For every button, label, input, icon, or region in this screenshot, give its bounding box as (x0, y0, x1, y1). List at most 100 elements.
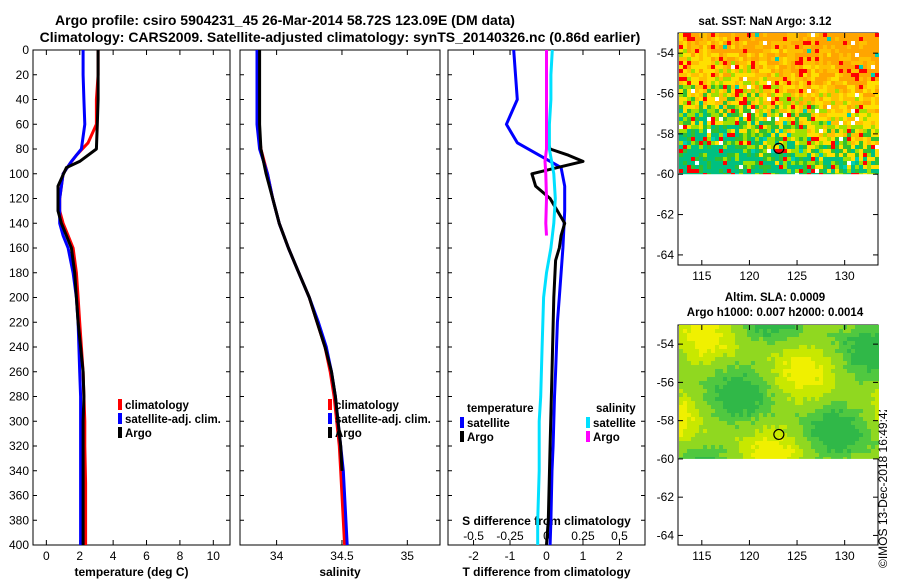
map-cell (751, 341, 755, 345)
map-cell (855, 149, 859, 153)
map-cell (871, 401, 875, 405)
map-cell (743, 37, 747, 41)
map-cell (703, 149, 707, 153)
map-cell (763, 333, 767, 337)
map-cell (875, 73, 879, 77)
map-cell (763, 161, 767, 165)
map-cell (827, 57, 831, 61)
map-cell (707, 377, 711, 381)
map-cell (791, 157, 795, 161)
map-cell (815, 85, 819, 89)
map-cell (799, 97, 803, 101)
map-cell (731, 49, 735, 53)
map-cell (707, 49, 711, 53)
map-cell (775, 353, 779, 357)
map-cell (739, 449, 743, 453)
map-cell (823, 81, 827, 85)
map-cell (859, 445, 863, 449)
map-cell (771, 137, 775, 141)
map-cell (715, 373, 719, 377)
map-cell (755, 377, 759, 381)
map-cell (831, 169, 835, 173)
map-cell (679, 417, 683, 421)
map-cell (803, 393, 807, 397)
map-cell (783, 173, 787, 175)
map-cell (687, 437, 691, 441)
map-cell (707, 137, 711, 141)
map-cell (731, 397, 735, 401)
map-cell (719, 33, 723, 37)
map-cell (875, 101, 879, 105)
map-cell (683, 101, 687, 105)
map-cell (855, 449, 859, 453)
legend-swatch (460, 431, 464, 442)
map-cell (699, 125, 703, 129)
map-cell (731, 149, 735, 153)
map-cell (855, 81, 859, 85)
map-cell (807, 325, 811, 329)
x-tick-label: 4 (110, 549, 117, 563)
map-cell (691, 381, 695, 385)
map-cell (795, 105, 799, 109)
map-cell (783, 341, 787, 345)
map-cell (735, 381, 739, 385)
map-cell (711, 173, 715, 175)
map-cell (763, 385, 767, 389)
map-cell (807, 413, 811, 417)
map-cell (779, 145, 783, 149)
map-cell (779, 89, 783, 93)
map-cell (819, 425, 823, 429)
map-cell (779, 73, 783, 77)
map-cell (795, 117, 799, 121)
map-cell (691, 77, 695, 81)
map-cell (779, 373, 783, 377)
map-cell (875, 365, 879, 369)
map-cell (811, 373, 815, 377)
map-cell (771, 329, 775, 333)
map-cell (875, 153, 879, 157)
map-cell (791, 97, 795, 101)
map-cell (711, 401, 715, 405)
map-cell (855, 337, 859, 341)
map-cell (843, 121, 847, 125)
map-cell (683, 361, 687, 365)
map-cell (851, 429, 855, 433)
map-cell (867, 173, 871, 175)
map-cell (759, 105, 763, 109)
map-cell (827, 341, 831, 345)
map-cell (831, 137, 835, 141)
map-cell (823, 401, 827, 405)
map-cell (731, 349, 735, 353)
map-cell (787, 341, 791, 345)
map-cell (863, 425, 867, 429)
map-cell (775, 397, 779, 401)
map-cell (875, 349, 879, 353)
lat-tick-label: -62 (657, 208, 675, 222)
map-cell (835, 401, 839, 405)
map-cell (863, 365, 867, 369)
map-cell (875, 341, 879, 345)
map-cell (807, 61, 811, 65)
map-cell (711, 89, 715, 93)
map-cell (715, 341, 719, 345)
map-cell (679, 121, 683, 125)
map-cell (775, 165, 779, 169)
map-cell (859, 129, 863, 133)
map-cell (807, 441, 811, 445)
map-cell (839, 357, 843, 361)
map-cell (835, 353, 839, 357)
map-cell (831, 37, 835, 41)
map-cell (819, 117, 823, 121)
map-cell (711, 409, 715, 413)
map-cell (795, 389, 799, 393)
map-cell (803, 133, 807, 137)
map-cell (699, 437, 703, 441)
map-cell (691, 61, 695, 65)
map-cell (731, 457, 735, 459)
map-cell (687, 393, 691, 397)
map-cell (683, 93, 687, 97)
map-cell (739, 81, 743, 85)
map-cell (871, 109, 875, 113)
map-cell (815, 65, 819, 69)
map-cell (771, 81, 775, 85)
